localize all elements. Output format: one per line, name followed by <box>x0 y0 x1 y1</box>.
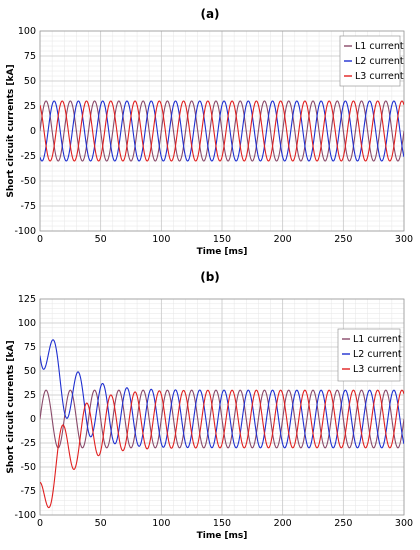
y-tick-label: 75 <box>24 342 36 353</box>
y-tick-label: 25 <box>24 390 36 401</box>
x-tick-label: 250 <box>334 234 352 245</box>
x-tick-label: 0 <box>37 234 43 245</box>
legend-label: L2 current <box>353 349 402 360</box>
x-tick-label: 150 <box>213 518 231 529</box>
y-tick-label: -50 <box>20 462 36 473</box>
y-tick-label: -25 <box>20 438 36 449</box>
chart-a: 0 50 100 150 200 250 300 -100 -75 -50 -25 0 25 50 75 10… <box>6 26 413 257</box>
y-tick-label: -75 <box>20 486 36 497</box>
series-line-L2 <box>40 339 404 449</box>
panel-label-a: (a) <box>200 7 220 21</box>
y-tick-label: 50 <box>24 76 36 87</box>
y-tick-label: 0 <box>30 126 36 137</box>
legend: L1 current L2 current L3 current <box>337 328 402 382</box>
series-line-L2 <box>40 100 404 162</box>
y-tick-label: 125 <box>18 294 36 305</box>
series-line-L3 <box>40 389 404 509</box>
y-tick-label: 50 <box>24 366 36 377</box>
x-tick-label: 0 <box>37 518 43 529</box>
legend: L1 current L2 current L3 current <box>339 35 404 87</box>
y-tick-label: -50 <box>20 176 36 187</box>
y-axis-title: Short circuit currents [kA] <box>6 340 16 473</box>
x-tick-label: 250 <box>334 518 352 529</box>
series-line-L1 <box>40 389 404 449</box>
x-tick-label: 200 <box>274 518 292 529</box>
legend-label: L2 current <box>355 56 404 67</box>
y-tick-label: -100 <box>14 510 36 521</box>
x-axis-title: Time [ms] <box>197 531 248 541</box>
x-tick-label: 100 <box>152 518 170 529</box>
x-tick-label: 100 <box>152 234 170 245</box>
y-axis-title: Short circuit currents [kA] <box>6 64 16 197</box>
legend-label: L1 current <box>355 41 404 52</box>
chart-b: 0 50 100 150 200 250 300 -100 -75 -50 -25 0 25 50 75 10… <box>6 294 413 541</box>
legend-label: L1 current <box>353 334 402 345</box>
y-tick-label: 100 <box>18 26 36 37</box>
y-tick-label: -25 <box>20 151 36 162</box>
x-tick-label: 200 <box>274 234 292 245</box>
y-tick-label: -75 <box>20 201 36 212</box>
legend-label: L3 current <box>353 364 402 375</box>
panel-label-b: (b) <box>200 270 220 284</box>
plot-frame <box>39 298 405 516</box>
x-tick-label: 150 <box>213 234 231 245</box>
x-tick-label: 50 <box>95 518 107 529</box>
y-tick-label: 75 <box>24 51 36 62</box>
legend-box <box>337 328 401 382</box>
y-tick-label: 100 <box>18 318 36 329</box>
x-tick-label: 300 <box>395 234 413 245</box>
series-line-L1 <box>40 100 404 162</box>
y-tick-label: 25 <box>24 101 36 112</box>
x-axis-title: Time [ms] <box>197 247 248 257</box>
legend-label: L3 current <box>355 71 404 82</box>
x-tick-label: 300 <box>395 518 413 529</box>
y-tick-label: -100 <box>14 226 36 237</box>
y-tick-label: 0 <box>30 414 36 425</box>
x-tick-label: 50 <box>95 234 107 245</box>
series-line-L3 <box>40 100 404 162</box>
